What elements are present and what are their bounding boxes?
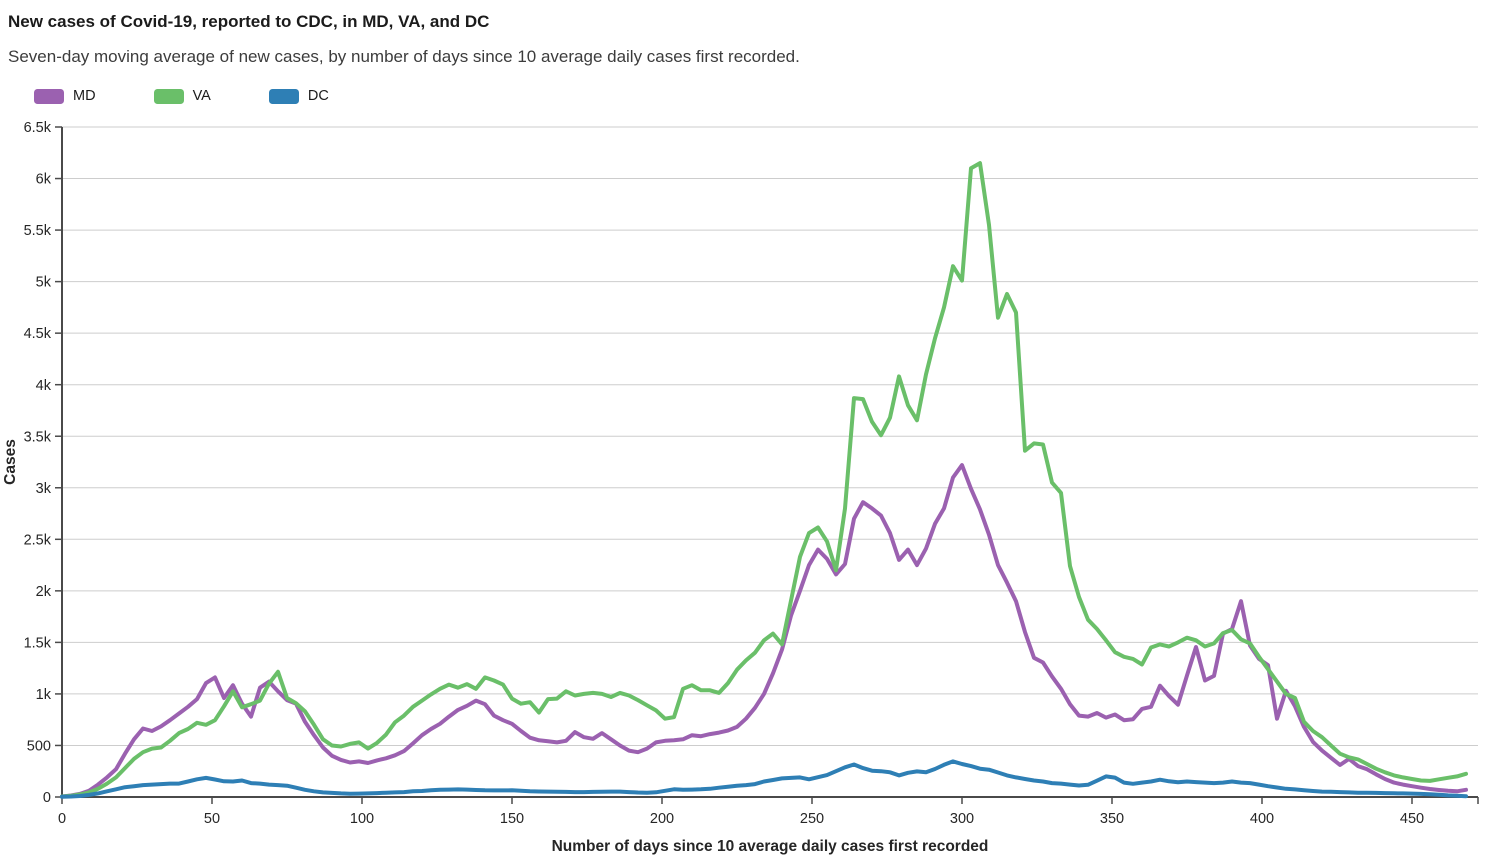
x-axis-title: Number of days since 10 average daily ca…	[552, 838, 989, 855]
x-tick-label: 150	[500, 811, 524, 827]
x-tick-label: 450	[1400, 811, 1424, 827]
page-title: New cases of Covid-19, reported to CDC, …	[8, 12, 490, 31]
va-swatch-icon	[153, 88, 184, 104]
y-tick-label: 6k	[36, 172, 52, 188]
legend-label-md: MD	[73, 88, 96, 104]
y-tick-label: 500	[27, 739, 51, 755]
legend-item-va[interactable]: VA	[153, 88, 211, 104]
x-tick-label: 100	[350, 811, 374, 827]
y-tick-label: 2k	[36, 584, 52, 600]
tick-labels: 05001k1.5k2k2.5k3k3.5k4k4.5k5k5.5k6k6.5k…	[24, 120, 1425, 827]
y-tick-label: 3k	[36, 481, 52, 497]
y-axis-title: Cases	[2, 439, 19, 485]
y-tick-label: 4.5k	[24, 326, 52, 342]
y-tick-label: 6.5k	[24, 120, 52, 136]
legend-label-dc: DC	[307, 88, 329, 104]
x-tick-label: 300	[950, 811, 974, 827]
md-line	[60, 463, 1468, 799]
dc-swatch-icon	[268, 88, 299, 104]
legend: MD VA DC	[34, 88, 329, 104]
y-tick-label: 0	[43, 790, 51, 806]
dc-line	[60, 759, 1468, 799]
y-tick-label: 1.5k	[24, 635, 52, 651]
legend-item-dc[interactable]: DC	[268, 88, 329, 104]
x-tick-label: 350	[1100, 811, 1124, 827]
x-tick-label: 250	[800, 811, 824, 827]
y-tick-label: 3.5k	[24, 429, 52, 445]
x-tick-label: 50	[204, 811, 220, 827]
legend-item-md[interactable]: MD	[34, 88, 96, 104]
axes	[55, 126, 1479, 804]
y-tick-label: 2.5k	[24, 532, 52, 548]
y-tick-label: 5k	[36, 275, 52, 291]
md-swatch-icon	[34, 88, 64, 104]
page-subtitle: Seven-day moving average of new cases, b…	[8, 47, 800, 66]
legend-label-va: VA	[192, 88, 211, 104]
va-line	[60, 161, 1468, 799]
x-tick-label: 0	[58, 811, 66, 827]
data-series	[60, 161, 1468, 799]
gridlines	[62, 126, 1478, 746]
x-tick-label: 400	[1250, 811, 1274, 827]
x-tick-label: 200	[650, 811, 674, 827]
y-tick-label: 5.5k	[24, 223, 52, 239]
y-tick-label: 4k	[36, 378, 52, 394]
y-tick-label: 1k	[36, 687, 52, 703]
